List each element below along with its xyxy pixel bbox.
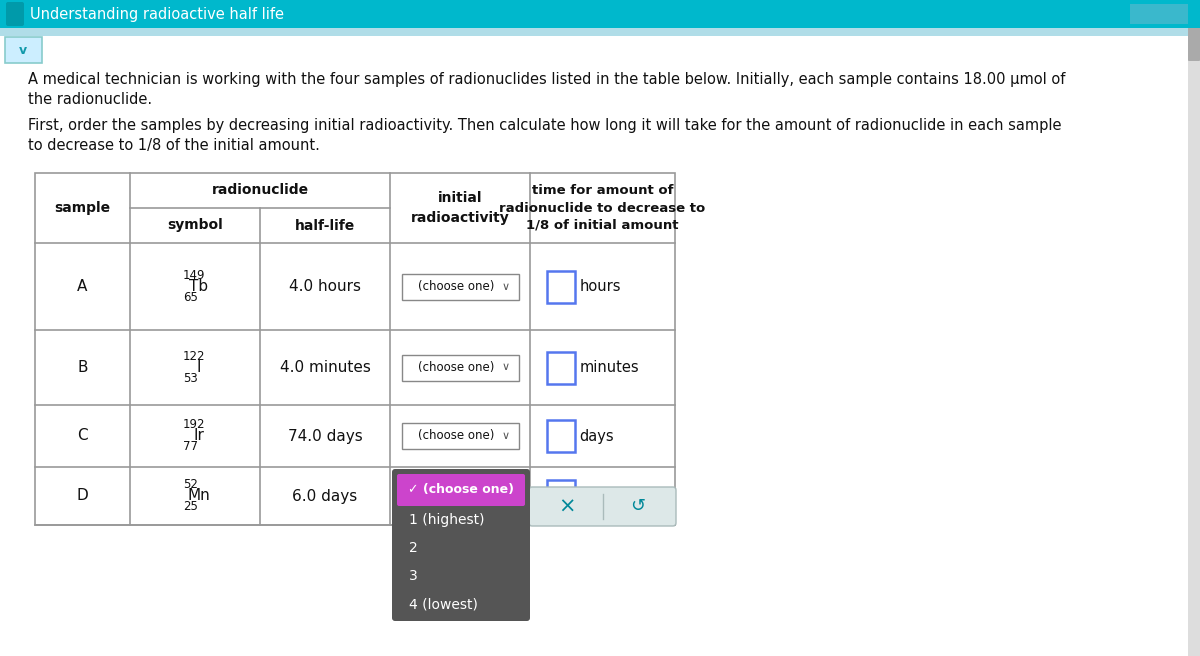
- Text: ×: ×: [558, 497, 576, 516]
- Text: 2: 2: [409, 541, 418, 555]
- Text: half-life: half-life: [295, 218, 355, 232]
- Text: 6.0 days: 6.0 days: [293, 489, 358, 504]
- Text: days: days: [580, 489, 614, 504]
- Text: A: A: [77, 279, 88, 294]
- Text: 4.0 minutes: 4.0 minutes: [280, 360, 371, 375]
- Text: symbol: symbol: [167, 218, 223, 232]
- Text: Ir: Ir: [193, 428, 204, 443]
- Text: ∨: ∨: [502, 431, 510, 441]
- FancyBboxPatch shape: [402, 354, 518, 380]
- Text: 122: 122: [182, 350, 205, 363]
- Text: (choose one): (choose one): [418, 280, 494, 293]
- Text: 25: 25: [182, 501, 198, 514]
- Text: 149: 149: [182, 269, 205, 282]
- Text: ↺: ↺: [630, 497, 646, 516]
- Text: the radionuclide.: the radionuclide.: [28, 92, 152, 107]
- FancyBboxPatch shape: [546, 270, 575, 302]
- Bar: [0, 0, 1200, 28]
- Text: First, order the samples by decreasing initial radioactivity. Then calculate how: First, order the samples by decreasing i…: [28, 118, 1062, 133]
- Text: ∨: ∨: [502, 363, 510, 373]
- Text: (choose one): (choose one): [418, 361, 494, 374]
- Text: D: D: [77, 489, 89, 504]
- Text: 4 (lowest): 4 (lowest): [409, 597, 478, 611]
- Text: A medical technician is working with the four samples of radionuclides listed in: A medical technician is working with the…: [28, 72, 1066, 87]
- Text: 65: 65: [182, 291, 198, 304]
- Text: Mn: Mn: [187, 489, 210, 504]
- Text: ✓ (choose one): ✓ (choose one): [408, 483, 514, 497]
- Text: (choose one): (choose one): [418, 430, 494, 443]
- Text: 4.0 hours: 4.0 hours: [289, 279, 361, 294]
- Text: Tb: Tb: [190, 279, 209, 294]
- Text: 52: 52: [182, 478, 198, 491]
- FancyBboxPatch shape: [402, 423, 518, 449]
- FancyBboxPatch shape: [6, 2, 24, 26]
- FancyBboxPatch shape: [529, 487, 676, 526]
- FancyBboxPatch shape: [402, 274, 518, 300]
- Text: initial
radioactivity: initial radioactivity: [410, 192, 509, 225]
- Text: C: C: [77, 428, 88, 443]
- Text: 77: 77: [182, 440, 198, 453]
- Text: time for amount of
radionuclide to decrease to
1/8 of initial amount: time for amount of radionuclide to decre…: [499, 184, 706, 232]
- FancyBboxPatch shape: [546, 352, 575, 384]
- Text: ∨: ∨: [502, 281, 510, 291]
- Bar: [1130, 4, 1188, 24]
- FancyBboxPatch shape: [546, 420, 575, 452]
- Text: 1 (highest): 1 (highest): [409, 513, 485, 527]
- Text: 74.0 days: 74.0 days: [288, 428, 362, 443]
- Text: 53: 53: [182, 372, 198, 385]
- Text: radionuclide: radionuclide: [211, 184, 308, 197]
- Text: sample: sample: [54, 201, 110, 215]
- Text: minutes: minutes: [580, 360, 640, 375]
- FancyBboxPatch shape: [546, 480, 575, 512]
- FancyBboxPatch shape: [397, 474, 526, 506]
- Text: B: B: [77, 360, 88, 375]
- Bar: [35, 173, 674, 525]
- Text: Understanding radioactive half life: Understanding radioactive half life: [30, 7, 284, 22]
- Text: I: I: [197, 360, 202, 375]
- FancyBboxPatch shape: [1188, 19, 1200, 61]
- Bar: [1188, 0, 1200, 656]
- Text: to decrease to 1/8 of the initial amount.: to decrease to 1/8 of the initial amount…: [28, 138, 320, 153]
- Text: days: days: [580, 428, 614, 443]
- Text: v: v: [19, 43, 28, 56]
- Bar: [0, 28, 1200, 36]
- FancyBboxPatch shape: [392, 469, 530, 621]
- FancyBboxPatch shape: [5, 37, 42, 63]
- Text: 3: 3: [409, 569, 418, 583]
- Text: hours: hours: [580, 279, 622, 294]
- Text: 192: 192: [182, 419, 205, 432]
